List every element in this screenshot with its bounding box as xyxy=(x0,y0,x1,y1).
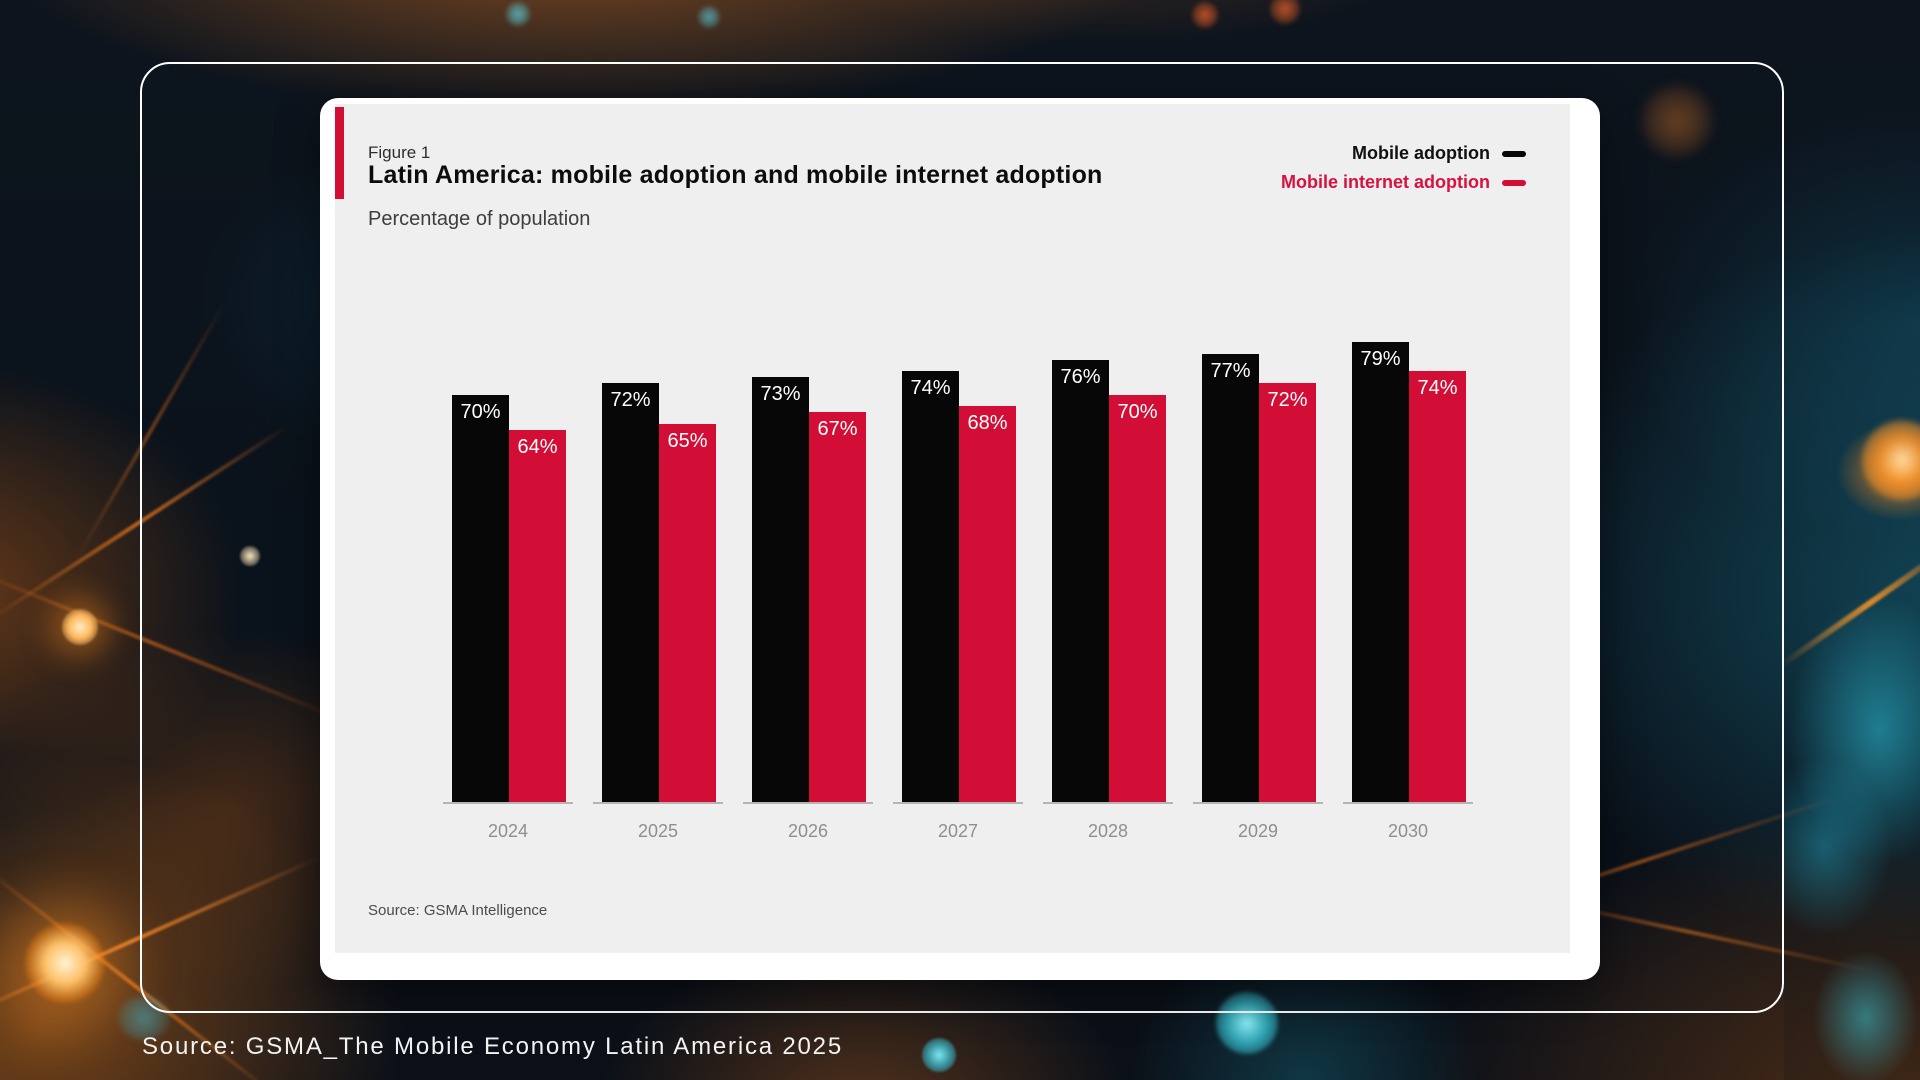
bar-mobile-internet-adoption-2026: 67% xyxy=(809,412,866,802)
bar-group-2029: 77% 72% 2029 xyxy=(1193,104,1323,841)
bokeh-light-cyan xyxy=(1216,992,1278,1054)
bar-mobile-adoption-2025: 72% xyxy=(602,383,659,802)
figure-subtitle: Percentage of population xyxy=(368,208,591,230)
bar-mobile-internet-adoption-2029: 72% xyxy=(1259,383,1316,802)
axis-baseline-segment xyxy=(1193,802,1323,804)
bar-value-label: 65% xyxy=(667,429,708,452)
x-axis-label-2027: 2027 xyxy=(937,821,979,841)
axis-baseline-segment xyxy=(1043,802,1173,804)
bokeh-light-teal xyxy=(698,6,720,28)
bar-value-label: 67% xyxy=(817,418,858,441)
background-network-right xyxy=(1784,300,1920,1080)
image-caption: Source: GSMA_The Mobile Economy Latin Am… xyxy=(142,1033,843,1060)
bokeh-light-orange xyxy=(240,546,260,566)
axis-baseline-segment xyxy=(443,802,573,804)
legend-item-mobile-internet-adoption: Mobile internet adoption xyxy=(1281,172,1526,193)
outer-frame xyxy=(140,62,1784,1013)
bar-value-label: 72% xyxy=(610,389,651,411)
x-axis-label-2025: 2025 xyxy=(637,821,679,841)
x-axis-label-2024: 2024 xyxy=(487,821,529,841)
bar-value-label: 77% xyxy=(1210,359,1251,382)
bar-value-label: 70% xyxy=(460,400,501,423)
bar-mobile-adoption-2029: 77% xyxy=(1202,353,1259,802)
bar-value-label: 68% xyxy=(967,412,1008,435)
x-axis-label-2030: 2030 xyxy=(1387,821,1429,841)
x-axis-label-2029: 2029 xyxy=(1237,821,1279,841)
bokeh-light-teal xyxy=(506,2,530,26)
bar-value-label: 74% xyxy=(910,377,951,400)
axis-baseline-segment xyxy=(893,802,1023,804)
axis-baseline-segment xyxy=(743,802,873,804)
legend-label-mobile-internet-adoption: Mobile internet adoption xyxy=(1281,172,1490,192)
bar-group-2027: 74% 68% 2027 xyxy=(893,104,1023,841)
red-accent-bar xyxy=(335,107,344,199)
legend-swatch-mobile-internet-adoption xyxy=(1502,179,1526,186)
bokeh-light-red xyxy=(1192,2,1218,28)
bokeh-light-orange xyxy=(1642,86,1712,156)
bar-group-2030: 79% 74% 2030 xyxy=(1343,104,1473,841)
bar-mobile-adoption-2026: 73% xyxy=(752,377,809,802)
bokeh-light-orange xyxy=(1862,420,1920,500)
bokeh-light-cyan xyxy=(922,1038,956,1072)
bar-chart: 70% 64% 2024 72% 65% 2025 73% 67% 2026 74% 68% 2027… xyxy=(335,104,1570,841)
bar-group-2026: 73% 67% 2026 xyxy=(743,104,873,841)
bar-group-2028: 76% 70% 2028 xyxy=(1043,104,1173,841)
bar-mobile-adoption-2028: 76% xyxy=(1052,359,1109,802)
bar-mobile-adoption-2030: 79% xyxy=(1352,342,1409,802)
bar-mobile-internet-adoption-2028: 70% xyxy=(1109,394,1166,802)
figure-title: Latin America: mobile adoption and mobil… xyxy=(368,161,1103,189)
bar-mobile-internet-adoption-2027: 68% xyxy=(959,406,1016,802)
axis-baseline-segment xyxy=(1343,802,1473,804)
legend: Mobile adoption Mobile internet adoption xyxy=(1281,143,1526,193)
bar-group-2025: 72% 65% 2025 xyxy=(593,104,723,841)
legend-label-mobile-adoption: Mobile adoption xyxy=(1352,143,1490,163)
bar-value-label: 70% xyxy=(1117,400,1158,423)
source-note: Source: GSMA Intelligence xyxy=(368,902,548,919)
x-axis-label-2026: 2026 xyxy=(787,821,829,841)
bar-group-2024: 70% 64% 2024 xyxy=(443,104,573,841)
bar-mobile-adoption-2027: 74% xyxy=(902,371,959,802)
bar-value-label: 74% xyxy=(1417,377,1458,400)
bar-mobile-internet-adoption-2024: 64% xyxy=(509,429,566,802)
bar-mobile-internet-adoption-2030: 74% xyxy=(1409,371,1466,802)
axis-baseline-segment xyxy=(593,802,723,804)
bokeh-light-red xyxy=(1270,0,1300,24)
legend-item-mobile-adoption: Mobile adoption xyxy=(1352,143,1526,164)
bokeh-light-orange xyxy=(62,609,98,645)
bar-value-label: 79% xyxy=(1360,348,1401,371)
figure-panel: Figure 1 Latin America: mobile adoption … xyxy=(335,104,1570,953)
figure-card: Figure 1 Latin America: mobile adoption … xyxy=(320,98,1600,980)
bar-mobile-internet-adoption-2025: 65% xyxy=(659,423,716,802)
x-axis-label-2028: 2028 xyxy=(1087,821,1129,841)
bar-mobile-adoption-2024: 70% xyxy=(452,394,509,802)
bar-value-label: 72% xyxy=(1267,389,1308,411)
bar-value-label: 73% xyxy=(760,383,801,406)
bar-value-label: 76% xyxy=(1060,365,1101,388)
figure-label: Figure 1 xyxy=(368,143,431,162)
legend-swatch-mobile-adoption xyxy=(1502,150,1526,157)
bar-value-label: 64% xyxy=(517,435,558,458)
bokeh-light-orange xyxy=(25,923,105,1003)
